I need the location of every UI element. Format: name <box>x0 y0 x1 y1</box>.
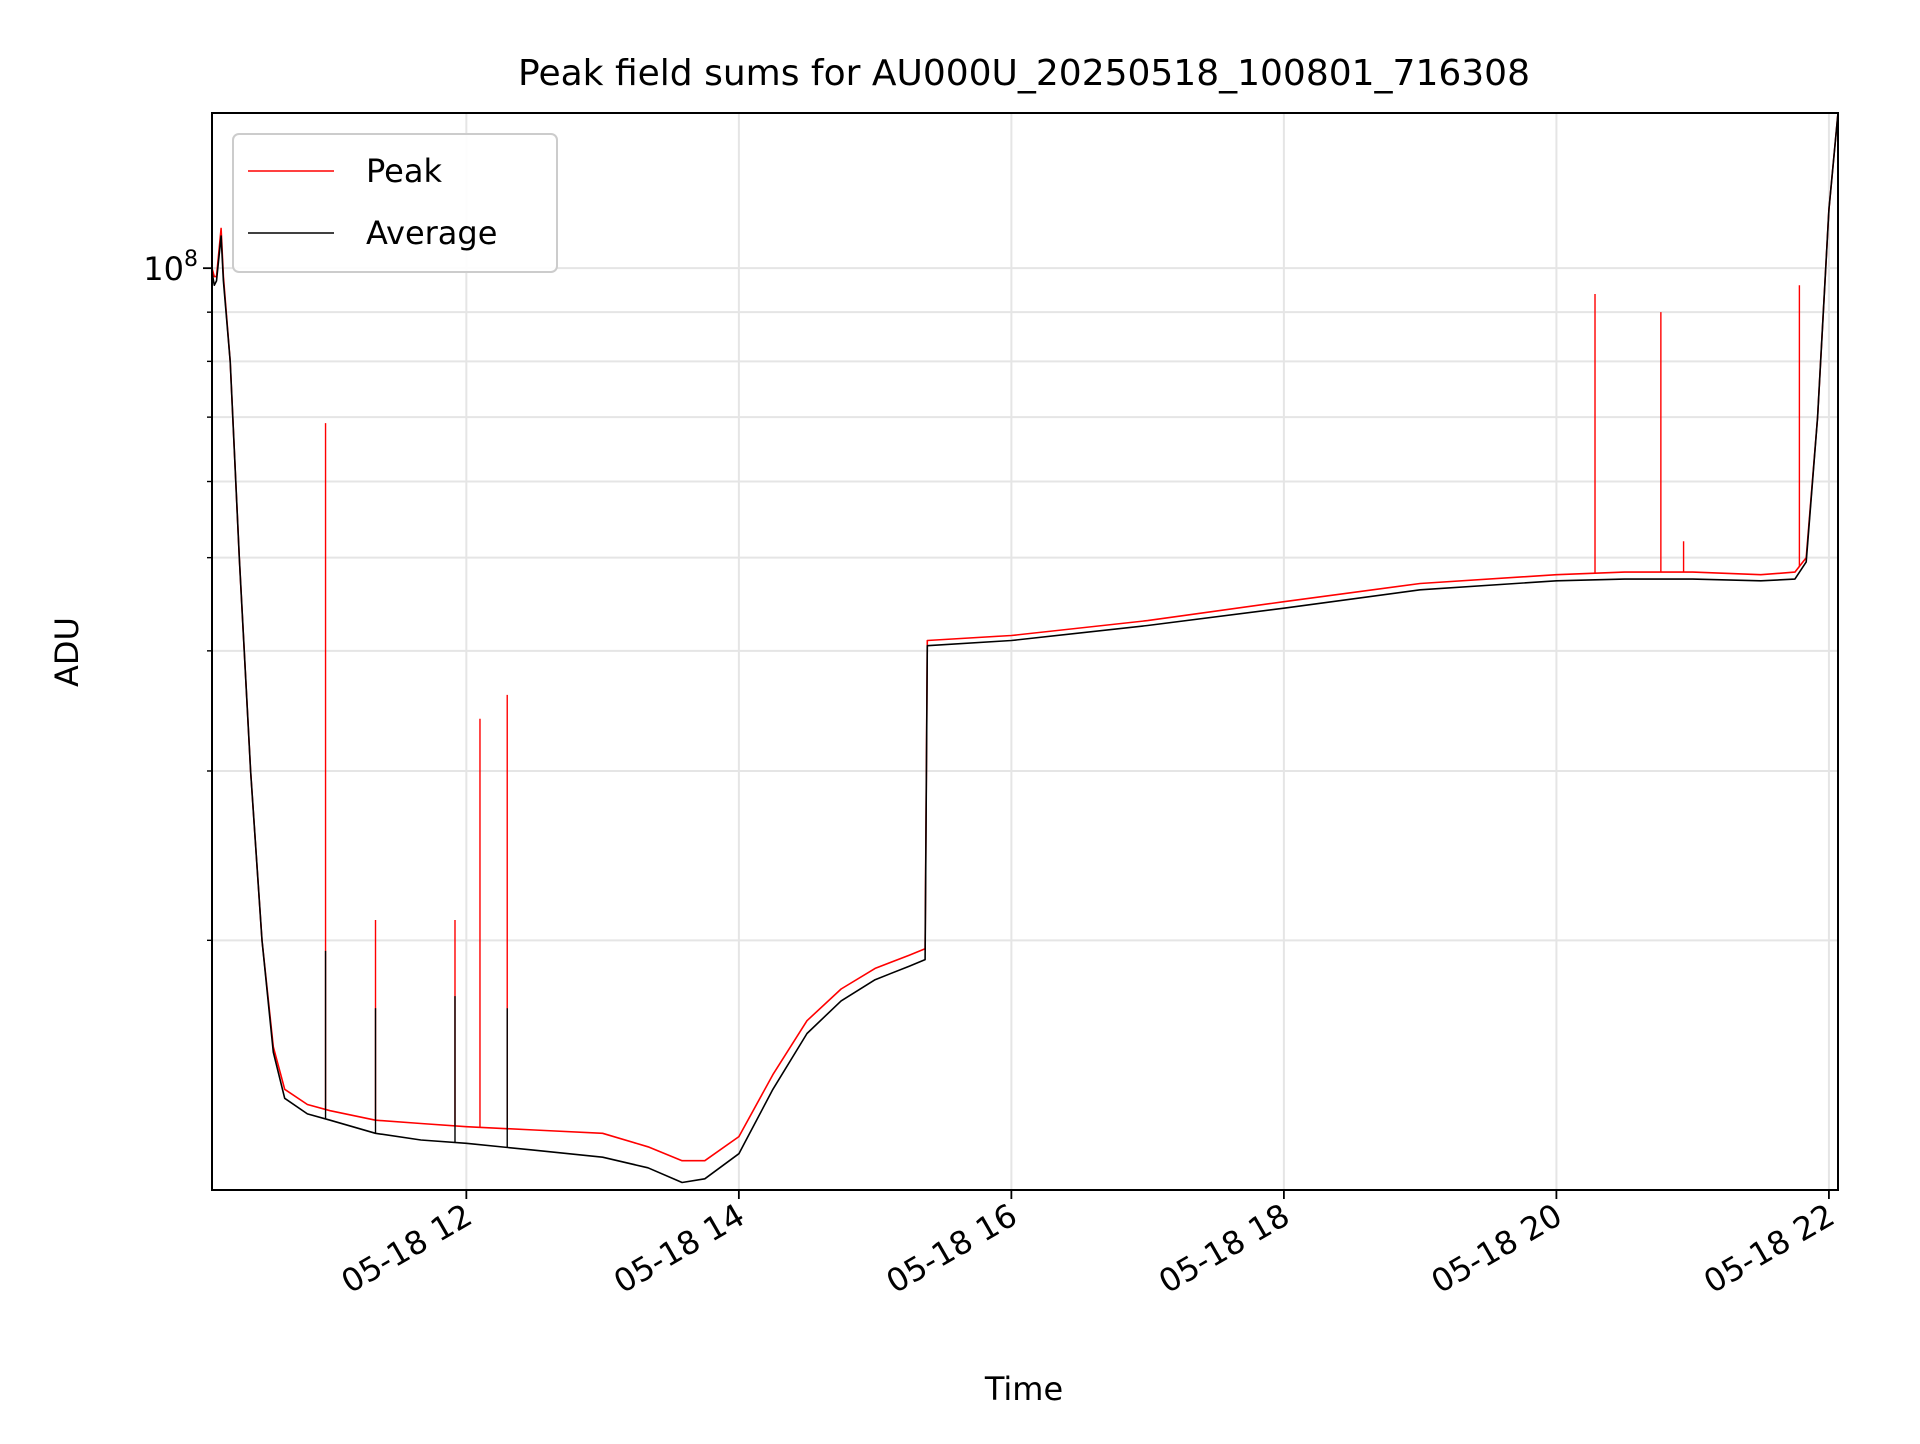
legend-box <box>232 133 558 273</box>
series-layer <box>212 113 1838 1184</box>
chart-title: Peak field sums for AU000U_20250518_1008… <box>518 53 1530 94</box>
y-tick-label: 108 <box>143 247 198 288</box>
series-line-average <box>212 113 1838 1184</box>
y-axis-label: ADU <box>48 617 86 687</box>
legend: Peak Average <box>232 133 558 273</box>
legend-label-average: Average <box>366 214 497 252</box>
legend-label-peak: Peak <box>366 152 442 190</box>
x-axis-label: Time <box>984 1370 1063 1408</box>
